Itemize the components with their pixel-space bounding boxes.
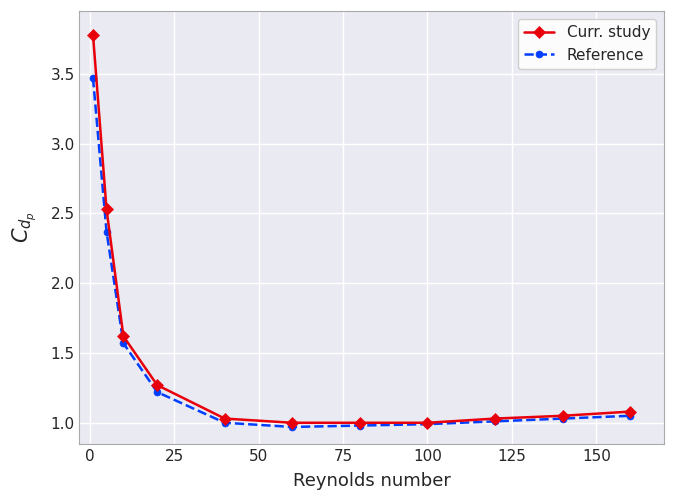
Line: Curr. study: Curr. study (89, 31, 634, 427)
Reference (153, 389, 161, 395)
Curr. study (89, 32, 97, 38)
Curr. study (558, 413, 566, 419)
Reference (626, 413, 634, 419)
Reference (221, 420, 229, 426)
Reference (288, 424, 296, 430)
Line: Reference: Reference (90, 75, 634, 430)
Legend: Curr. study, Reference: Curr. study, Reference (518, 19, 656, 69)
Curr. study (423, 420, 431, 426)
Curr. study (119, 333, 128, 339)
Reference (491, 418, 499, 424)
Curr. study (221, 415, 229, 421)
Reference (423, 421, 431, 427)
Curr. study (288, 420, 296, 426)
Reference (119, 340, 128, 346)
Y-axis label: $C_{d_p}$: $C_{d_p}$ (11, 211, 39, 243)
Reference (103, 228, 111, 234)
Reference (356, 422, 364, 428)
Reference (89, 75, 97, 81)
Curr. study (626, 409, 634, 415)
Curr. study (491, 415, 499, 421)
X-axis label: Reynolds number: Reynolds number (293, 472, 451, 490)
Curr. study (153, 382, 161, 388)
Curr. study (103, 206, 111, 212)
Curr. study (356, 420, 364, 426)
Reference (558, 415, 566, 421)
